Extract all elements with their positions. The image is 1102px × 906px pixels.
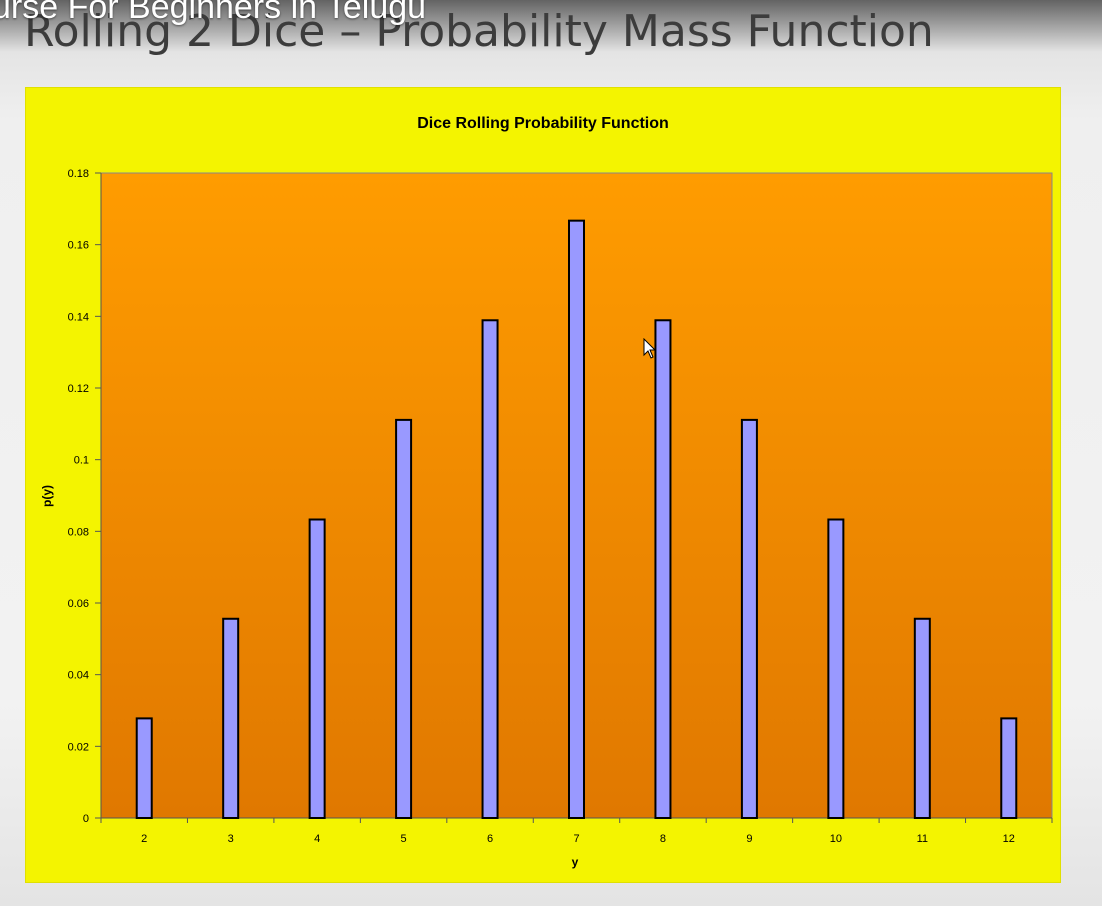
x-tick-label: 2 bbox=[141, 833, 147, 845]
slide-title: Rolling 2 Dice – Probability Mass Functi… bbox=[24, 6, 934, 57]
video-title[interactable]: urse For Beginners in Telugu bbox=[0, 0, 427, 26]
y-axis-label: p(y) bbox=[40, 485, 54, 507]
y-axis: 0 0.02 0.04 0.06 0.08 0.1 0.12 0.14 0.16 0.18 bbox=[68, 168, 102, 825]
video-title-overlay bbox=[0, 0, 1102, 52]
bar-6 bbox=[481, 319, 499, 819]
bar-8 bbox=[654, 319, 672, 819]
x-axis-label: y bbox=[572, 855, 579, 869]
x-tick-label: 6 bbox=[487, 833, 493, 845]
bars bbox=[135, 219, 1018, 820]
x-tick-label: 7 bbox=[573, 833, 579, 845]
bar-4 bbox=[308, 518, 326, 820]
y-tick-label: 0.06 bbox=[68, 598, 89, 610]
bar-5 bbox=[395, 418, 413, 819]
x-tick-label: 5 bbox=[401, 833, 407, 845]
x-tick-label: 8 bbox=[660, 833, 666, 845]
x-tick-label: 3 bbox=[228, 833, 234, 845]
bar-12 bbox=[1000, 717, 1018, 820]
bar-10 bbox=[827, 518, 845, 820]
bar-7 bbox=[568, 219, 585, 820]
y-tick-label: 0.14 bbox=[68, 311, 89, 323]
y-tick-label: 0.08 bbox=[68, 526, 89, 538]
x-tick-label: 4 bbox=[314, 833, 320, 845]
y-tick-label: 0.16 bbox=[68, 240, 89, 252]
bar-3 bbox=[222, 617, 240, 819]
chart-title: Dice Rolling Probability Function bbox=[417, 115, 669, 132]
bar-11 bbox=[913, 617, 931, 819]
x-tick-label: 12 bbox=[1003, 833, 1015, 845]
y-tick-label: 0.1 bbox=[74, 455, 89, 467]
y-tick-label: 0.12 bbox=[68, 383, 89, 395]
x-axis: 2 3 4 5 6 7 8 9 10 11 12 bbox=[100, 817, 1053, 845]
y-tick-label: 0 bbox=[83, 813, 89, 825]
x-tick-label: 11 bbox=[917, 833, 928, 845]
x-tick-label: 9 bbox=[746, 833, 752, 845]
bar-2 bbox=[135, 717, 153, 820]
x-tick-label: 10 bbox=[830, 833, 842, 845]
bar-9 bbox=[740, 418, 758, 819]
y-tick-label: 0.02 bbox=[68, 741, 89, 753]
mouse-cursor-icon bbox=[643, 338, 657, 359]
y-tick-label: 0.04 bbox=[68, 670, 89, 682]
y-tick-label: 0.18 bbox=[68, 168, 89, 180]
